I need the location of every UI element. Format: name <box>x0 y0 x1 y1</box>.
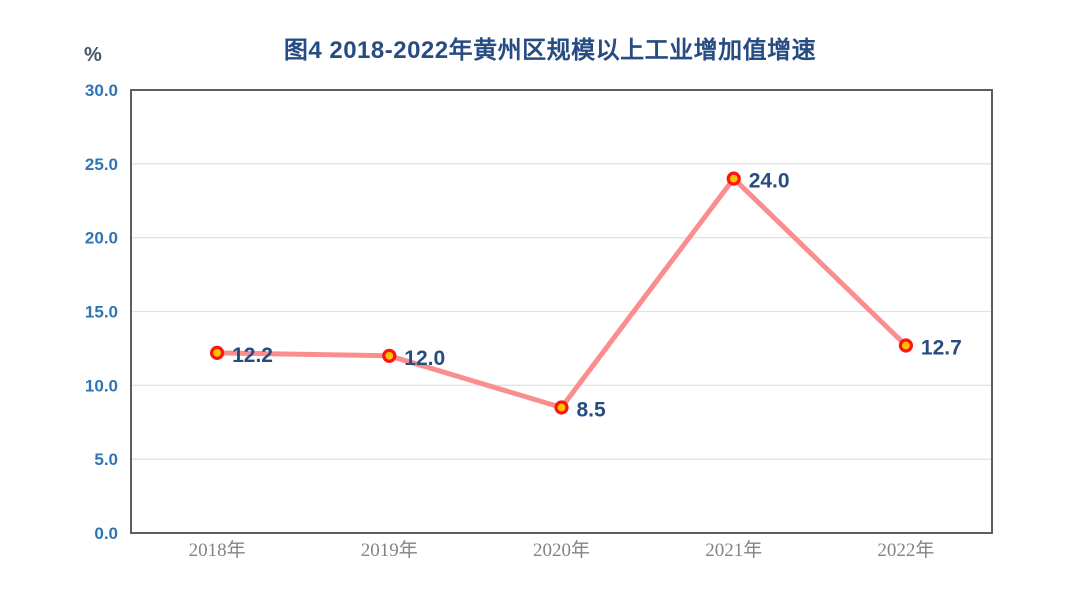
y-axis-tick-label: 15.0 <box>85 303 118 322</box>
y-axis-tick-label: 30.0 <box>85 81 118 100</box>
x-axis-label: 2018年 <box>189 539 246 561</box>
y-axis-tick-label: 20.0 <box>85 229 118 248</box>
data-label: 12.2 <box>232 344 273 367</box>
series-line <box>214 176 909 410</box>
chart-title: 图4 2018-2022年黄州区规模以上工业增加值增速 <box>283 37 817 64</box>
x-axis-label: 2019年 <box>361 539 418 561</box>
y-axis-tick-label: 10.0 <box>85 376 118 395</box>
data-point-marker <box>382 348 397 363</box>
data-label: 12.0 <box>404 347 445 370</box>
plot-border <box>130 89 993 534</box>
x-axis-label: 2021年 <box>705 539 762 561</box>
data-point-marker <box>554 400 569 415</box>
data-point-marker <box>726 171 741 186</box>
y-axis-unit-label: % <box>84 44 102 66</box>
data-point-marker <box>210 345 225 360</box>
data-label: 12.7 <box>921 336 962 359</box>
y-axis-tick-label: 0.0 <box>94 524 118 543</box>
data-label: 24.0 <box>749 170 790 193</box>
x-axis-label: 2022年 <box>877 539 934 561</box>
y-axis-tick-label: 25.0 <box>85 155 118 174</box>
y-axis-tick-label: 5.0 <box>94 450 118 469</box>
data-point-marker <box>898 338 914 353</box>
x-axis-label: 2020年 <box>533 539 590 561</box>
data-label: 8.5 <box>577 398 607 421</box>
